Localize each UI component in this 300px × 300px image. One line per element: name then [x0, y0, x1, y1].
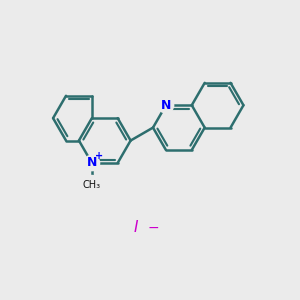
Text: N: N	[161, 99, 171, 112]
Circle shape	[84, 155, 100, 171]
Circle shape	[82, 176, 102, 195]
Text: CH₃: CH₃	[83, 180, 101, 190]
Circle shape	[158, 98, 174, 113]
Text: N: N	[87, 156, 97, 170]
Text: −: −	[147, 220, 159, 235]
Text: +: +	[95, 152, 103, 161]
Text: I: I	[134, 220, 138, 235]
